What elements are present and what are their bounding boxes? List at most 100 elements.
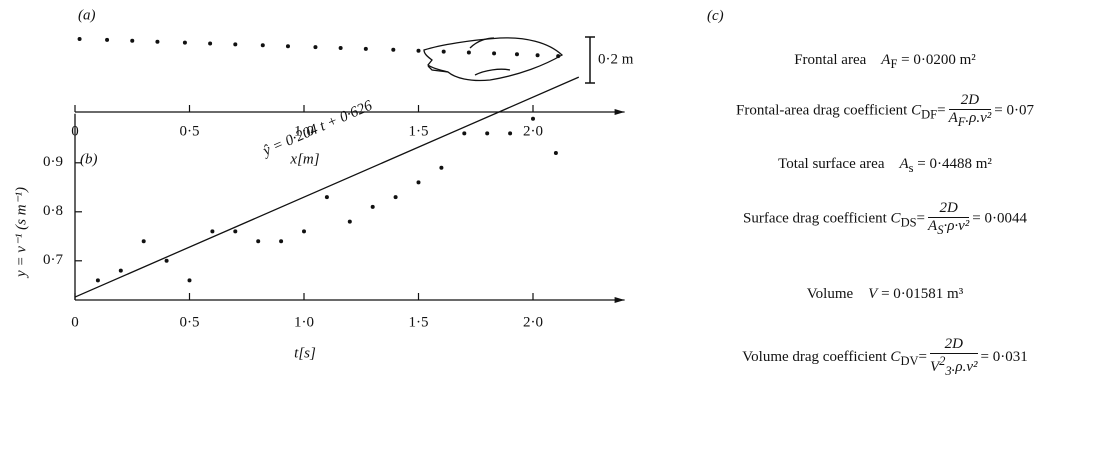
x-tick-label: 0·5	[180, 123, 200, 139]
result: = 0·031	[980, 348, 1028, 365]
numerator: 2D	[928, 200, 970, 218]
data-point	[370, 204, 375, 209]
track-dot	[105, 37, 110, 42]
y-tick-label: 0·9	[43, 154, 63, 170]
quantity-name: Volume	[806, 286, 854, 302]
panel-label: (a)	[78, 7, 96, 23]
den-rest: .ρ.v²	[951, 359, 978, 375]
coefficient-name: Surface drag coefficient	[742, 210, 887, 227]
track-dot	[441, 49, 446, 54]
coefficient-line: Frontal-area drag coefficient CDF= 2D AF.ρ…	[660, 92, 1110, 130]
numerator: 2D	[929, 336, 978, 354]
numerator: 2D	[948, 92, 992, 110]
x-tick-label: 1·0	[294, 314, 314, 330]
track-dot	[391, 47, 396, 52]
axis-arrow	[614, 109, 625, 115]
x-tick-label: 1·5	[409, 123, 429, 139]
track-dot	[492, 51, 497, 56]
fit-line	[74, 76, 580, 298]
data-point	[210, 229, 215, 234]
x-axis-label: x[m]	[289, 151, 319, 167]
panel-label: (c)	[707, 8, 724, 24]
quantity-line: Frontal area AF = 0·0200 m²	[660, 52, 1110, 72]
data-point	[233, 229, 238, 234]
data-point	[531, 116, 535, 121]
axis-arrow	[614, 297, 625, 303]
den-sup: 2	[939, 354, 946, 368]
x-tick-label: 2·0	[523, 123, 543, 139]
equals: =	[937, 102, 946, 119]
track-dot	[260, 43, 265, 48]
den-symbol: A	[948, 110, 958, 126]
track-dot	[130, 38, 135, 43]
panel-label: (b)	[80, 151, 98, 167]
fraction: 2D AF.ρ.v²	[948, 92, 992, 130]
fraction: 2D V23.ρ.v²	[929, 336, 978, 379]
scale-label: 0·2 m	[598, 51, 634, 67]
data-point	[187, 278, 192, 283]
track-dot	[466, 50, 471, 55]
equals: =	[918, 348, 927, 365]
data-point	[95, 278, 100, 283]
coefficient-name: Frontal-area drag coefficient	[736, 102, 908, 119]
data-point	[462, 131, 467, 136]
symbol: V	[868, 286, 878, 302]
symbol: A	[899, 156, 909, 172]
symbol-sub: DF	[921, 107, 938, 122]
denominator: AF.ρ.v²	[949, 110, 992, 130]
track-dot	[363, 46, 368, 51]
data-point	[393, 195, 398, 200]
symbol: A	[881, 52, 891, 68]
track-dot	[285, 44, 290, 49]
data-point	[141, 239, 146, 244]
den-sub: F	[957, 115, 966, 129]
y-tick-label: 0·7	[43, 252, 63, 268]
den-rest: ·ρ·v²	[943, 218, 970, 234]
symbol-sub: F	[890, 57, 898, 71]
data-point	[279, 239, 284, 244]
denominator: V23.ρ.v²	[930, 354, 978, 379]
quantity-name: Total surface area	[778, 156, 885, 172]
data-point	[439, 165, 444, 170]
data-point	[164, 258, 169, 263]
symbol: C	[911, 102, 922, 119]
data-point	[256, 239, 261, 244]
symbol-sub: s	[908, 161, 914, 175]
quantity-name: Frontal area	[794, 52, 867, 68]
quantity-line: Total surface area As = 0·4488 m²	[660, 156, 1110, 176]
track-dot	[313, 45, 318, 50]
y-tick-label: 0·8	[43, 203, 63, 219]
data-point	[302, 229, 306, 234]
symbol: C	[890, 210, 901, 227]
data-point	[416, 180, 421, 185]
quantity-value: = 0·0200 m²	[901, 52, 976, 68]
data-point	[118, 268, 123, 273]
den-sub: 3	[945, 364, 952, 378]
symbol-sub: DS	[900, 215, 917, 230]
coefficient-line: Volume drag coefficient CDV= 2D V23.ρ.v² = …	[660, 336, 1110, 379]
fish-outline	[423, 37, 564, 82]
coefficient-line: Surface drag coefficient CDS= 2D AS·ρ·v² = …	[660, 200, 1110, 238]
equals: =	[916, 210, 926, 227]
quantity-value: = 0·01581 m³	[881, 286, 964, 302]
data-point	[508, 131, 513, 136]
track-dot	[208, 41, 213, 46]
den-sub: S	[937, 223, 944, 237]
data-point	[324, 195, 329, 200]
track-dot	[514, 52, 519, 57]
fraction: 2D AS·ρ·v²	[928, 200, 970, 238]
data-point	[553, 151, 558, 155]
den-rest: .ρ.v²	[965, 110, 992, 126]
quantity-line: Volume V = 0·01581 m³	[660, 286, 1110, 303]
coefficient-name: Volume drag coefficient	[742, 348, 887, 365]
den-symbol: V	[929, 359, 940, 375]
x-tick-label: 1·5	[409, 314, 429, 330]
track-dot	[77, 37, 82, 41]
x-tick-label: 0·5	[180, 314, 200, 330]
x-tick-label: 0	[71, 314, 79, 330]
den-symbol: A	[928, 218, 938, 234]
y-axis-label: y = v⁻¹ (s m⁻¹)	[13, 187, 29, 279]
quantity-value: = 0·4488 m²	[917, 156, 992, 172]
x-tick-label: 1·0	[294, 123, 314, 139]
